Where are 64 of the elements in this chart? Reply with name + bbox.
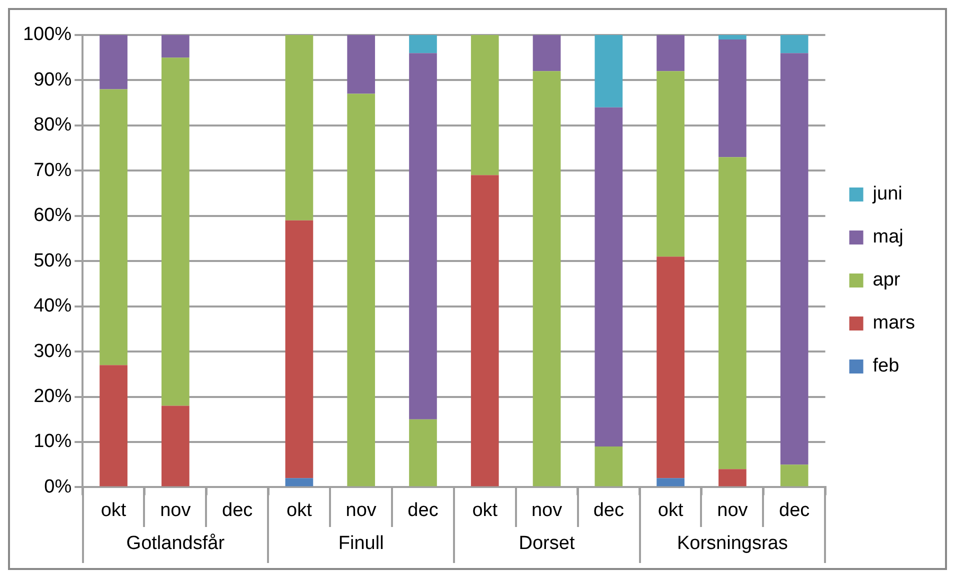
bar bbox=[409, 53, 437, 420]
x-tick-label: okt bbox=[286, 500, 313, 521]
bar bbox=[532, 71, 561, 486]
bar bbox=[718, 40, 746, 158]
bar bbox=[162, 406, 190, 486]
bar bbox=[656, 256, 684, 478]
y-tick-label: 80% bbox=[34, 114, 72, 136]
y-tick-label: 70% bbox=[34, 160, 72, 181]
bar bbox=[594, 35, 623, 108]
text: Korsningsras bbox=[676, 533, 789, 556]
bar bbox=[162, 58, 190, 406]
x-tick-label: okt bbox=[472, 500, 498, 521]
y-tick-label: 30% bbox=[34, 340, 72, 362]
legend-label: juni bbox=[872, 184, 902, 205]
bar bbox=[656, 478, 684, 486]
legend-label: feb bbox=[872, 356, 900, 377]
y-tick-label: 60% bbox=[34, 205, 72, 226]
bar bbox=[285, 220, 314, 478]
x-tick-label: dec bbox=[779, 500, 810, 521]
bar bbox=[100, 35, 128, 90]
text: Gotlandsfår bbox=[125, 533, 226, 556]
x-tick-label: okt bbox=[100, 500, 127, 521]
bar bbox=[162, 35, 190, 58]
x-tick-label: nov bbox=[160, 500, 192, 521]
legend-label: apr bbox=[872, 270, 901, 291]
y-tick-label: 10% bbox=[34, 431, 72, 452]
y-tick-label: 40% bbox=[34, 296, 72, 317]
bar bbox=[409, 419, 437, 486]
bar bbox=[409, 35, 437, 54]
bar bbox=[470, 35, 499, 176]
y-tick-label: 20% bbox=[34, 386, 72, 407]
bar bbox=[470, 175, 499, 486]
x-tick-label: nov bbox=[717, 500, 748, 521]
bar bbox=[656, 35, 684, 72]
bar bbox=[100, 89, 128, 366]
x-tick-label: nov bbox=[531, 500, 563, 521]
bar bbox=[285, 35, 314, 220]
x-tick-label: okt bbox=[658, 500, 684, 521]
y-tick-label: 0% bbox=[44, 476, 72, 498]
x-tick-label: dec bbox=[593, 500, 624, 521]
bar bbox=[532, 35, 561, 72]
bar bbox=[718, 469, 746, 486]
bar bbox=[347, 35, 376, 94]
bar bbox=[780, 53, 808, 465]
legend-label: mars bbox=[872, 312, 916, 334]
x-tick-label: nov bbox=[346, 500, 377, 521]
bar bbox=[347, 94, 376, 486]
bar bbox=[780, 464, 808, 486]
x-tick-label: dec bbox=[222, 500, 253, 521]
bar bbox=[100, 365, 128, 486]
y-tick-label: 50% bbox=[34, 250, 72, 272]
text: Dorset bbox=[518, 533, 576, 556]
bar bbox=[718, 35, 746, 40]
bar bbox=[780, 35, 808, 54]
bar bbox=[594, 107, 623, 446]
bar bbox=[718, 157, 746, 470]
bar bbox=[285, 478, 314, 486]
bar bbox=[656, 71, 684, 257]
legend-label: maj bbox=[872, 226, 904, 248]
y-tick-label: 100% bbox=[22, 24, 72, 46]
bar bbox=[594, 446, 623, 486]
text: Finull bbox=[337, 533, 385, 556]
y-tick-label: 90% bbox=[34, 69, 72, 90]
x-tick-label: dec bbox=[408, 500, 438, 521]
